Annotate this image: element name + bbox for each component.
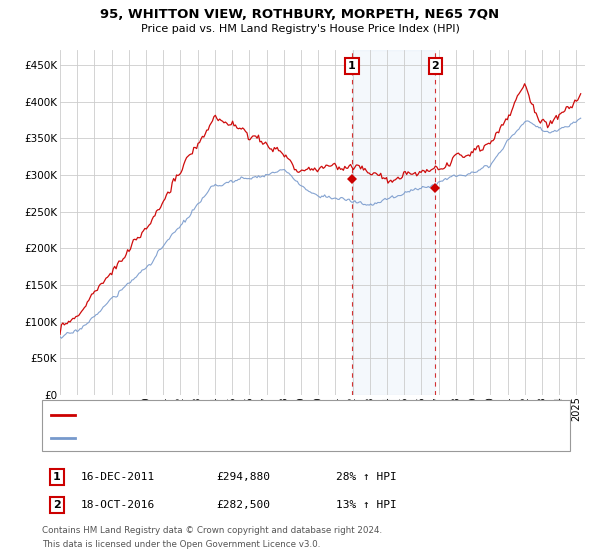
Text: 95, WHITTON VIEW, ROTHBURY, MORPETH, NE65 7QN: 95, WHITTON VIEW, ROTHBURY, MORPETH, NE6… xyxy=(100,8,500,21)
Text: Price paid vs. HM Land Registry's House Price Index (HPI): Price paid vs. HM Land Registry's House … xyxy=(140,24,460,34)
Text: 1: 1 xyxy=(53,472,61,482)
Text: 95, WHITTON VIEW, ROTHBURY, MORPETH, NE65 7QN (detached house): 95, WHITTON VIEW, ROTHBURY, MORPETH, NE6… xyxy=(79,409,433,419)
Text: £282,500: £282,500 xyxy=(216,500,270,510)
Text: 18-OCT-2016: 18-OCT-2016 xyxy=(81,500,155,510)
Bar xyxy=(352,50,435,395)
Text: This data is licensed under the Open Government Licence v3.0.: This data is licensed under the Open Gov… xyxy=(42,540,320,549)
Text: 2: 2 xyxy=(431,61,439,71)
Text: 2: 2 xyxy=(53,500,61,510)
Text: 1: 1 xyxy=(348,61,356,71)
Text: 16-DEC-2011: 16-DEC-2011 xyxy=(81,472,155,482)
Text: 28% ↑ HPI: 28% ↑ HPI xyxy=(336,472,397,482)
Text: £294,880: £294,880 xyxy=(216,472,270,482)
Text: 13% ↑ HPI: 13% ↑ HPI xyxy=(336,500,397,510)
Text: Contains HM Land Registry data © Crown copyright and database right 2024.: Contains HM Land Registry data © Crown c… xyxy=(42,526,382,535)
Text: HPI: Average price, detached house, Northumberland: HPI: Average price, detached house, Nort… xyxy=(79,433,341,443)
